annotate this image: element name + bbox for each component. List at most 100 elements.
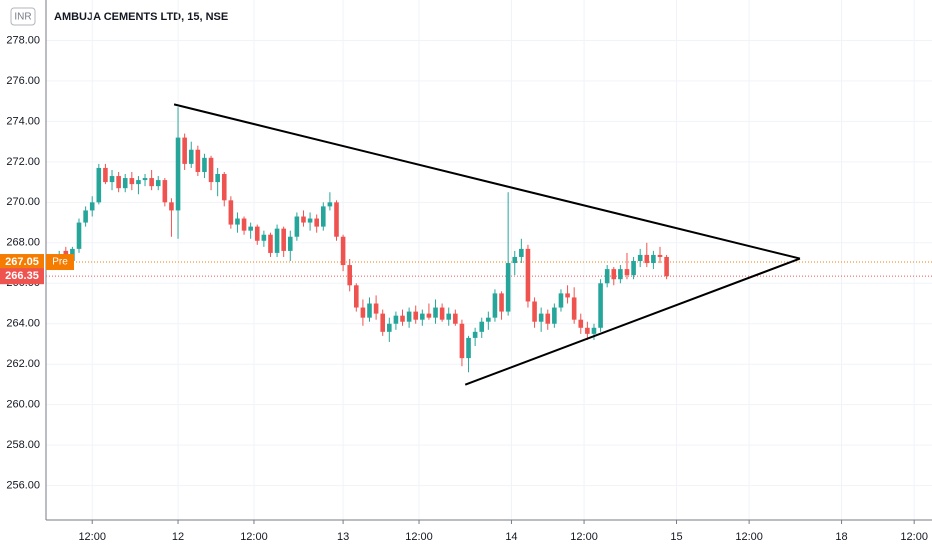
x-tick-label: 12:00 bbox=[570, 531, 598, 543]
candle-body bbox=[241, 218, 247, 231]
candle-body bbox=[347, 265, 352, 286]
candle-body bbox=[76, 222, 82, 249]
price-label: 267.05 bbox=[5, 256, 39, 268]
candle-body bbox=[637, 254, 643, 262]
x-tick-label: 12 bbox=[172, 531, 184, 543]
candle-body bbox=[109, 176, 115, 183]
candle-body bbox=[195, 149, 201, 172]
candle-body bbox=[320, 206, 326, 227]
trendline bbox=[464, 257, 801, 386]
candle-body bbox=[406, 311, 412, 322]
y-tick-label: 256.00 bbox=[6, 480, 40, 492]
y-tick-label: 272.00 bbox=[6, 156, 40, 168]
candle-body bbox=[162, 180, 168, 203]
candle-body bbox=[624, 269, 630, 276]
candle-body bbox=[433, 307, 438, 318]
currency-badge bbox=[10, 7, 36, 26]
candle-body bbox=[202, 157, 207, 172]
candle-body bbox=[340, 236, 346, 266]
x-tick-label: 12:00 bbox=[78, 531, 106, 543]
candle-body bbox=[254, 226, 260, 241]
candle-body bbox=[545, 313, 551, 324]
candle-body bbox=[651, 254, 656, 264]
candle-body bbox=[618, 269, 623, 280]
currency: INR bbox=[14, 12, 31, 23]
x-tick-label: 15 bbox=[670, 531, 682, 543]
candle-body bbox=[472, 331, 478, 338]
candle-body bbox=[281, 228, 286, 251]
candle-body bbox=[387, 323, 392, 332]
candle-body bbox=[327, 202, 333, 207]
candle-body bbox=[122, 178, 128, 189]
x-tick-label: 12:00 bbox=[405, 531, 433, 543]
y-tick-label: 260.00 bbox=[6, 399, 40, 411]
candle-body bbox=[215, 174, 220, 183]
y-tick-label: 278.00 bbox=[6, 34, 40, 46]
candle-body bbox=[208, 157, 214, 183]
candle-body bbox=[486, 317, 491, 322]
price-label-box bbox=[0, 268, 44, 285]
candle-body bbox=[393, 315, 399, 324]
candle-body bbox=[657, 254, 663, 257]
candle-body bbox=[492, 293, 498, 318]
candle-body bbox=[129, 178, 135, 185]
candle-body bbox=[532, 301, 537, 322]
price-tag: Pre bbox=[52, 257, 68, 268]
candle-body bbox=[307, 218, 313, 223]
x-tick-label: 18 bbox=[835, 531, 847, 543]
y-tick-label: 258.00 bbox=[6, 439, 40, 451]
candle-body bbox=[413, 311, 419, 320]
candle-body bbox=[248, 226, 253, 231]
candle-body bbox=[459, 323, 465, 359]
candle-body bbox=[664, 256, 669, 277]
candle-body bbox=[578, 319, 584, 328]
y-tick-label: 268.00 bbox=[6, 237, 40, 249]
y-tick-label: 276.00 bbox=[6, 75, 40, 87]
trendline bbox=[173, 103, 801, 260]
candle-body bbox=[188, 149, 194, 164]
candle-body bbox=[373, 303, 379, 314]
candle-body bbox=[360, 307, 366, 318]
candle-body bbox=[287, 236, 293, 251]
x-tick-label: 12:00 bbox=[240, 531, 268, 543]
candle-body bbox=[96, 167, 102, 203]
candle-body bbox=[598, 283, 603, 328]
candle-body bbox=[182, 137, 187, 164]
chart-title: AMBUJA CEMENTS LTD, 15, NSE bbox=[54, 11, 228, 23]
candle-body bbox=[353, 285, 359, 308]
candle-body bbox=[367, 303, 372, 318]
candle-body bbox=[380, 313, 386, 332]
candle-body bbox=[169, 202, 174, 211]
y-tick-label: 262.00 bbox=[6, 358, 40, 370]
candle-body bbox=[453, 313, 458, 324]
x-tick-label: 12:00 bbox=[900, 531, 928, 543]
candle-body bbox=[149, 178, 154, 187]
candle-body bbox=[505, 263, 511, 312]
candle-body bbox=[466, 337, 471, 359]
candle-body bbox=[631, 261, 636, 276]
candle-body bbox=[83, 210, 88, 223]
candle-body bbox=[400, 315, 405, 322]
candle-body bbox=[221, 174, 227, 201]
x-tick-label: 12:00 bbox=[735, 531, 763, 543]
candle-body bbox=[175, 137, 181, 211]
candle-body bbox=[512, 256, 518, 264]
candle-body bbox=[439, 307, 445, 320]
candle-body bbox=[519, 248, 524, 257]
candle-body bbox=[235, 218, 240, 225]
x-tick-label: 14 bbox=[505, 531, 517, 543]
candle-body bbox=[155, 180, 161, 187]
price-label: 266.35 bbox=[5, 270, 39, 282]
candle-body bbox=[611, 269, 617, 280]
candle-body bbox=[558, 293, 564, 308]
candle-body bbox=[103, 167, 108, 183]
candle-body bbox=[538, 313, 544, 322]
y-tick-label: 274.00 bbox=[6, 115, 40, 127]
candle-body bbox=[228, 200, 234, 225]
price-tag-box bbox=[46, 254, 74, 271]
candle-body bbox=[116, 176, 121, 189]
candle-body bbox=[136, 180, 141, 185]
y-tick-label: 270.00 bbox=[6, 196, 40, 208]
candle-body bbox=[261, 234, 267, 241]
